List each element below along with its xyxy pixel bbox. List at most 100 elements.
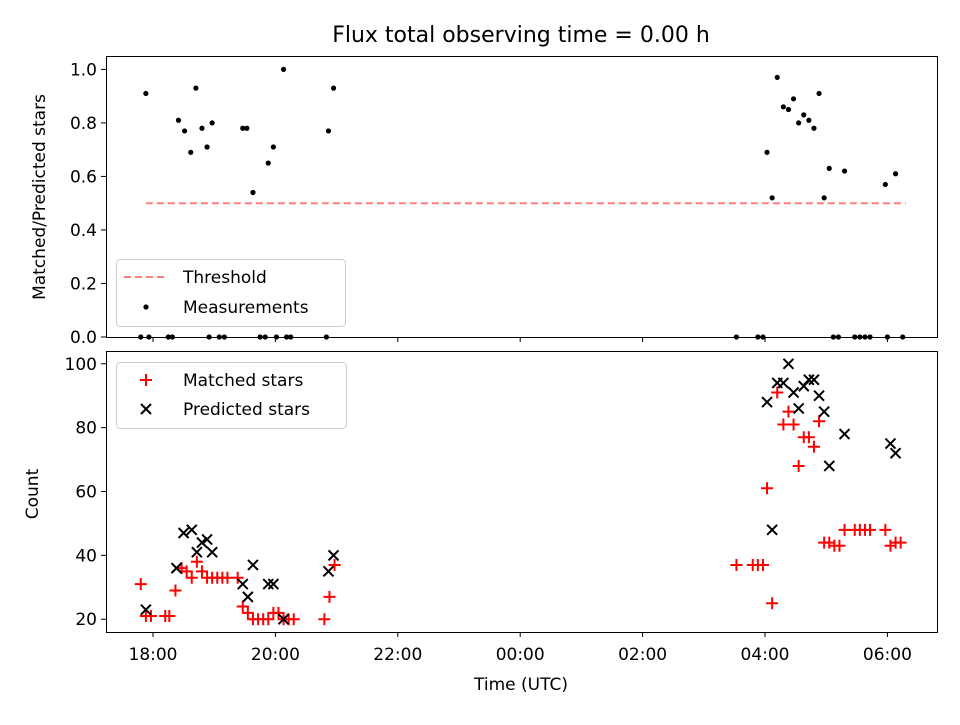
predicted-star-point: [177, 527, 190, 539]
x-tick-label: 00:00: [496, 645, 545, 665]
matched-star-point: [813, 415, 826, 428]
matched-star-point: [807, 440, 820, 453]
measurement-point: [193, 85, 199, 91]
matched-star-point: [787, 418, 800, 431]
matched-star-point: [838, 523, 851, 536]
matched-star-point: [190, 555, 203, 568]
matched-star-point: [163, 610, 176, 623]
measurement-point: [764, 149, 770, 155]
measurement-point: [811, 125, 817, 131]
matched-star-point: [169, 584, 182, 597]
measurement-point: [175, 117, 182, 123]
matched-star-point: [185, 571, 198, 584]
figure-title: Flux total observing time = 0.00 h: [332, 23, 710, 48]
predicted-legend-label: Predicted stars: [183, 400, 310, 420]
x-tick-label: 18:00: [129, 645, 178, 665]
ratio-y-axis-label: Matched/Predicted stars: [30, 94, 50, 300]
ratio-y-tick-label: 0.8: [70, 114, 97, 134]
predicted-star-point: [247, 559, 259, 571]
predicted-star-point: [201, 533, 213, 546]
predicted-star-point: [813, 389, 825, 402]
matched-star-point: [766, 597, 779, 610]
ratio-y-tick-label: 0.0: [70, 328, 97, 348]
predicted-legend-swatch: [140, 403, 152, 415]
threshold-legend-label: Threshold: [182, 268, 267, 288]
count-y-tick-label: 60: [75, 483, 97, 503]
measurement-point: [204, 144, 210, 150]
matched-star-point: [761, 482, 774, 495]
predicted-star-point: [322, 565, 335, 578]
count-plot-frame: [106, 351, 938, 633]
measurement-point: [892, 171, 899, 177]
x-tick-label: 22:00: [373, 645, 422, 665]
measurement-point: [188, 149, 194, 155]
measurements-legend-label: Measurements: [183, 298, 309, 318]
measurement-point: [796, 120, 802, 126]
measurement-point: [785, 106, 792, 113]
x-tick-label: 02:00: [618, 645, 667, 665]
measurement-point: [780, 104, 786, 110]
ratio-panel: 0.0 0.2 0.4 0.6 0.8 1.0 Matched/Predicted sta…: [30, 56, 938, 348]
matched-star-point: [756, 558, 769, 571]
predicted-star-point: [884, 437, 897, 450]
predicted-star-point: [206, 546, 218, 558]
x-tick-label: 04:00: [741, 645, 790, 665]
measurement-point: [280, 66, 287, 72]
matched-star-point: [134, 578, 147, 591]
matched-star-point: [833, 539, 846, 552]
matched-star-point: [782, 405, 795, 418]
matched-star-point: [272, 606, 285, 619]
matched-star-point: [221, 571, 234, 584]
count-panel: 20 40 60 80 100 18:00 20:00 22:00 00:00 02:00 04:0…: [23, 351, 938, 695]
predicted-star-point: [766, 524, 778, 536]
predicted-star-point: [277, 613, 290, 625]
measurement-point: [240, 125, 246, 131]
matched-star-point: [323, 590, 336, 603]
matched-star-point: [236, 600, 249, 613]
matched-star-point: [180, 565, 193, 578]
measurement-point: [330, 85, 337, 91]
measurement-point: [199, 125, 205, 131]
count-y-tick-label: 40: [75, 546, 97, 566]
predicted-star-point: [787, 386, 800, 399]
measurement-point: [806, 117, 812, 123]
matched-star-point: [262, 613, 275, 626]
measurement-point: [265, 160, 271, 166]
predicted-star-point: [818, 405, 830, 418]
predicted-star-point: [761, 396, 773, 408]
matched-star-point: [730, 558, 743, 571]
predicted-star-point: [838, 428, 851, 440]
matched-star-point: [195, 565, 208, 578]
matched-star-point: [771, 386, 784, 399]
measurement-point: [325, 128, 332, 134]
predicted-star-point: [186, 524, 198, 536]
ratio-legend: Threshold Measurements: [116, 259, 346, 327]
predicted-star-point: [823, 460, 835, 472]
count-y-tick-label: 20: [75, 610, 97, 630]
count-axes: 20 40 60 80 100 18:00 20:00 22:00 00:00 02:00 04:0…: [65, 355, 912, 665]
ratio-y-tick-label: 1.0: [70, 60, 97, 80]
count-y-tick-label: 80: [75, 419, 97, 439]
ratio-plot-frame: [106, 56, 938, 338]
ratio-legend-box: [116, 259, 346, 327]
measurements-legend-swatch: [143, 304, 149, 310]
measurement-point: [209, 120, 215, 126]
ratio-y-tick-label: 0.4: [70, 221, 97, 241]
count-legend-box: [116, 362, 347, 429]
predicted-star-point: [237, 578, 249, 590]
measurement-point: [882, 181, 888, 188]
predicted-star-point: [191, 546, 203, 558]
matched-legend-label: Matched stars: [183, 371, 303, 391]
measurement-point: [250, 189, 256, 196]
matched-star-point: [328, 558, 341, 571]
measurement-point: [790, 96, 797, 102]
predicted-star-point: [262, 578, 274, 590]
measurement-point: [841, 168, 848, 174]
count-y-tick-label: 100: [65, 355, 97, 375]
matched-star-point: [231, 571, 244, 584]
measurement-point: [244, 125, 250, 131]
measurement-point: [143, 90, 149, 97]
measurement-point: [769, 195, 775, 201]
predicted-star-point: [782, 358, 795, 370]
